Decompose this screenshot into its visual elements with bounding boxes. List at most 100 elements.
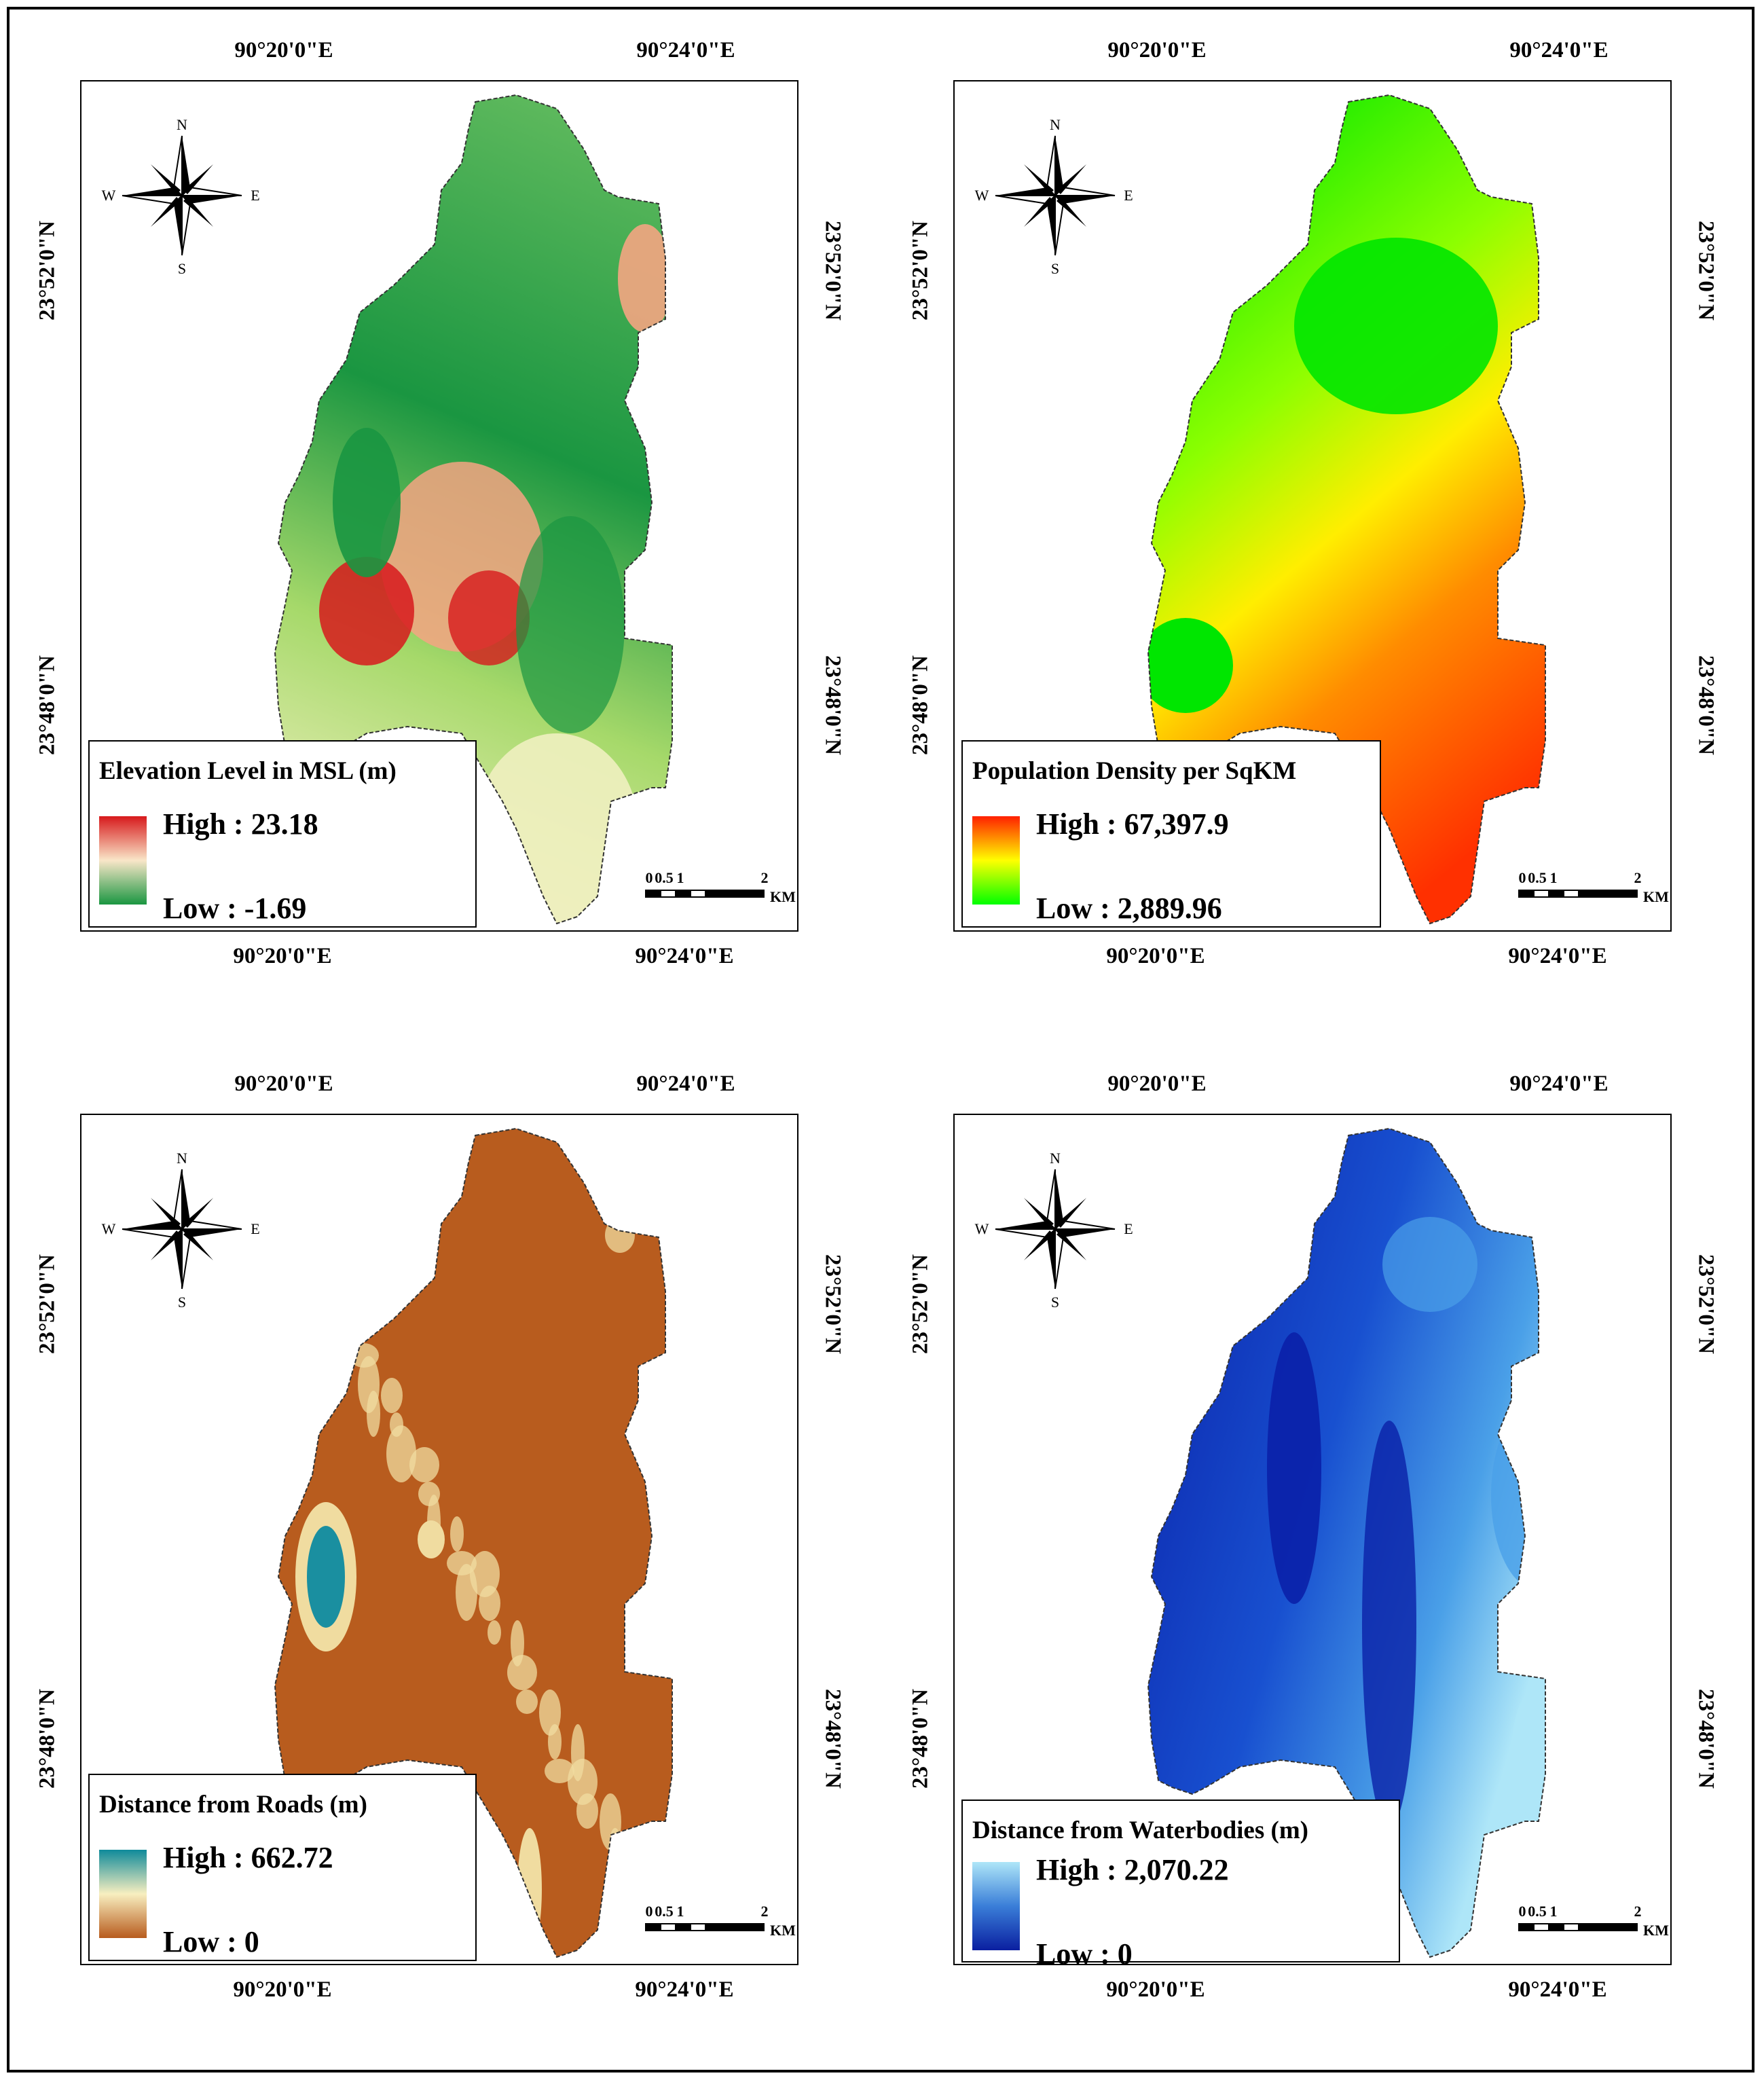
latitude-label-left: 23°48'0"N — [35, 655, 60, 756]
longitude-label-top: 90°20'0"E — [1107, 1072, 1207, 1096]
scale-tick-label: 0.5 — [655, 1903, 674, 1920]
legend-box: Elevation Level in MSL (m) High : 23.18 Lo… — [88, 740, 477, 928]
far-from-road-zone — [297, 1252, 319, 1298]
compass-letter-s: S — [177, 1294, 187, 1311]
low-density-zone — [1294, 238, 1498, 414]
far-from-road-zone — [576, 1793, 598, 1829]
far-from-road-zone — [381, 1378, 403, 1413]
compass-letter-w: W — [974, 1220, 989, 1237]
legend-low-label: Low : 2,889.96 — [1036, 892, 1222, 925]
low-elevation-zone — [333, 428, 401, 577]
latitude-label-left: 23°52'0"N — [35, 220, 60, 321]
longitude-label-bottom: 90°20'0"E — [233, 1977, 332, 2002]
compass-letter-e: E — [251, 187, 260, 204]
far-from-road-zone — [306, 1287, 320, 1322]
legend-color-ramp — [972, 816, 1020, 905]
compass-letter-n: N — [1050, 1150, 1061, 1167]
scale-tick-label: 1 — [1549, 1903, 1558, 1920]
longitude-label-top: 90°24'0"E — [636, 1072, 735, 1096]
latitude-label-left: 23°48'0"N — [908, 1688, 933, 1789]
compass-letter-s: S — [177, 260, 187, 277]
map-frame: N S E W Elevation Level in MSL (m) High : 23.… — [80, 80, 798, 932]
scale-bar-segment — [645, 890, 660, 898]
compass-letter-n: N — [177, 116, 187, 133]
far-from-road-zone — [329, 1287, 343, 1344]
far-from-road-zone — [568, 1759, 598, 1805]
latitude-label-left: 23°52'0"N — [908, 220, 933, 321]
longitude-label-bottom: 90°20'0"E — [1106, 944, 1205, 968]
scale-unit-label: KM — [1643, 1922, 1669, 1939]
compass-letter-w: W — [101, 187, 116, 204]
far-from-road-zone — [292, 1205, 306, 1229]
scale-bar-segment — [706, 890, 765, 898]
latitude-label-right: 23°52'0"N — [820, 1254, 845, 1355]
scale-bar-segment — [660, 890, 676, 898]
map-panel-roads: 90°20'0"E 90°20'0"E 90°24'0"E 90°24'0"E 23°5… — [20, 1054, 858, 2025]
north-arrow-icon: N S E W — [974, 1149, 1137, 1312]
far-from-road-zone — [600, 1793, 621, 1850]
high-elevation-zone — [448, 570, 530, 665]
far-from-road-zone — [386, 1425, 416, 1482]
legend-title: Distance from Waterbodies (m) — [972, 1816, 1308, 1844]
study-area-boundary — [274, 94, 673, 925]
near-water-zone — [1362, 1421, 1416, 1828]
scale-bar-segment — [676, 1923, 690, 1931]
scale-tick-label: 0 — [645, 1903, 653, 1920]
legend-high-label: High : 67,397.9 — [1036, 807, 1229, 841]
study-area-map — [1147, 94, 1546, 925]
latitude-label-right: 23°52'0"N — [1693, 1254, 1719, 1355]
far-from-road-zone — [548, 1724, 562, 1759]
latitude-label-right: 23°48'0"N — [820, 655, 845, 756]
legend-high-label: High : 662.72 — [163, 1841, 333, 1874]
longitude-label-top: 90°20'0"E — [234, 1072, 333, 1096]
far-from-road-zone — [320, 1274, 342, 1298]
scale-bar-segment — [1549, 890, 1563, 898]
compass-letter-n: N — [177, 1150, 187, 1167]
latitude-label-right: 23°52'0"N — [1693, 220, 1719, 321]
latitude-label-left: 23°48'0"N — [908, 655, 933, 756]
longitude-label-bottom: 90°24'0"E — [1508, 944, 1607, 968]
scale-tick-label: 1 — [676, 869, 684, 886]
far-from-road-zone — [450, 1516, 464, 1552]
far-from-water-zone — [1511, 1685, 1545, 1821]
far-from-road-zone — [479, 1586, 500, 1621]
study-area-boundary — [1147, 1127, 1546, 1958]
legend-low-label: Low : 0 — [163, 1925, 259, 1958]
latitude-label-right: 23°52'0"N — [820, 220, 845, 321]
scale-tick-label: 0 — [1518, 869, 1526, 886]
longitude-label-top: 90°24'0"E — [1509, 38, 1609, 62]
legend-low-label: Low : 0 — [1036, 1937, 1133, 1965]
legend-box: Distance from Waterbodies (m) High : 2,07… — [961, 1800, 1400, 1965]
scale-bar-segment — [1579, 890, 1638, 898]
north-arrow-icon: N S E W — [974, 115, 1137, 278]
longitude-label-bottom: 90°20'0"E — [1106, 1977, 1205, 2002]
legend-title: Population Density per SqKM — [972, 757, 1297, 785]
scale-bar-segment — [676, 890, 690, 898]
study-area-map — [274, 94, 673, 925]
legend-low-label: Low : -1.69 — [163, 892, 307, 925]
far-from-road-zone — [517, 1828, 542, 1950]
legend-high-label: High : 23.18 — [163, 807, 318, 841]
far-from-road-zone — [545, 1759, 574, 1783]
high-elevation-zone — [618, 224, 672, 333]
scale-tick-label: 0 — [645, 869, 653, 886]
far-from-road-zone — [409, 1447, 439, 1482]
scale-tick-label: 0.5 — [1528, 1903, 1547, 1920]
north-arrow-icon: N S E W — [100, 115, 263, 278]
scale-bar-segment — [645, 1923, 660, 1931]
compass-letter-e: E — [1124, 187, 1133, 204]
near-water-zone — [1267, 1332, 1321, 1604]
legend-color-ramp — [99, 816, 147, 905]
map-panel-elevation: 90°20'0"E 90°20'0"E 90°24'0"E 90°24'0"E 23°5… — [20, 20, 858, 991]
north-arrow-icon: N S E W — [100, 1149, 263, 1312]
latitude-label-right: 23°48'0"N — [1693, 655, 1719, 756]
scale-tick-label: 2 — [760, 869, 769, 886]
scale-bar: 0 0.5 1 2 KM — [1518, 1903, 1669, 1943]
scale-bar-segment — [1563, 890, 1579, 898]
legend-title: Elevation Level in MSL (m) — [99, 757, 397, 785]
far-from-road-zone — [367, 1391, 380, 1437]
longitude-label-top: 90°24'0"E — [636, 38, 735, 62]
longitude-label-bottom: 90°24'0"E — [1508, 1977, 1607, 2002]
scale-bar: 0 0.5 1 2 KM — [645, 869, 796, 910]
map-frame: N S E W Distance from Roads (m) High : 662.72… — [80, 1114, 798, 1965]
